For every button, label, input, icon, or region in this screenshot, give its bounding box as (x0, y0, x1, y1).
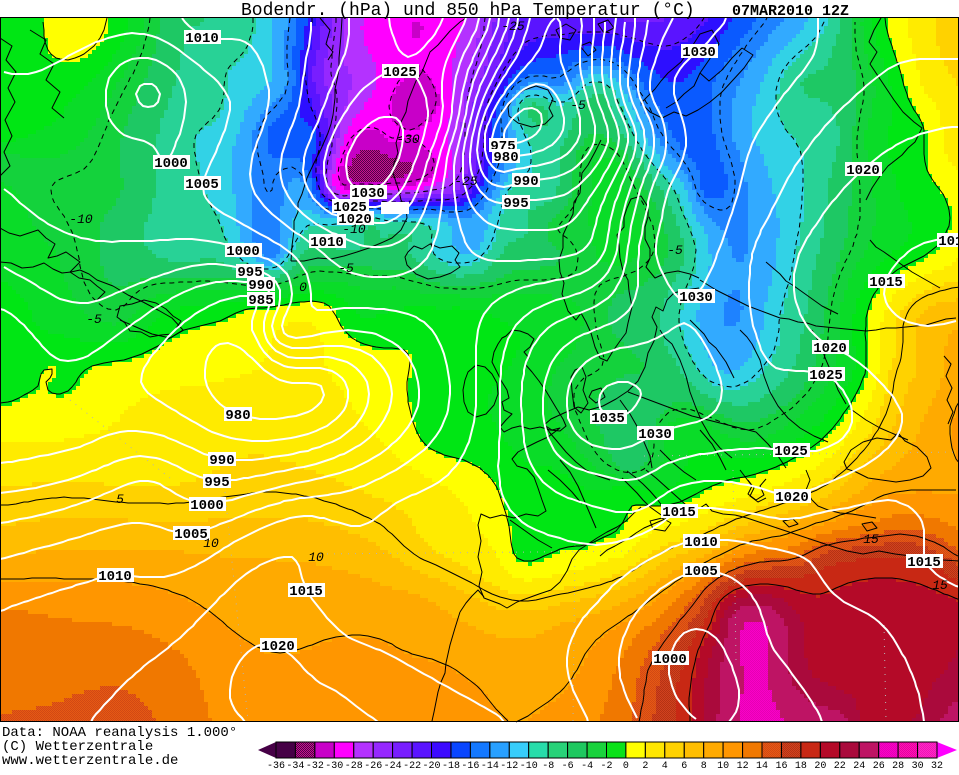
svg-text:1015: 1015 (289, 584, 323, 600)
svg-text:1010: 1010 (98, 569, 132, 585)
svg-text:5: 5 (116, 492, 124, 507)
svg-text:8: 8 (701, 761, 707, 770)
svg-text:-2: -2 (600, 761, 612, 770)
svg-text:10: 10 (308, 550, 324, 565)
svg-text:1020: 1020 (813, 341, 847, 357)
svg-text:1030: 1030 (682, 45, 716, 61)
svg-text:1010: 1010 (310, 235, 344, 251)
svg-text:Bodendr. (hPa) und 850 hPa Tem: Bodendr. (hPa) und 850 hPa Temperatur (°… (241, 1, 695, 21)
svg-text:1030: 1030 (638, 427, 672, 443)
svg-text:-26: -26 (364, 761, 382, 770)
svg-text:-5: -5 (667, 243, 683, 258)
svg-text:-10: -10 (520, 761, 538, 770)
svg-text:6: 6 (681, 761, 687, 770)
svg-text:07MAR2010 12Z: 07MAR2010 12Z (732, 3, 849, 20)
svg-text:28: 28 (892, 761, 904, 770)
svg-text:-30: -30 (396, 132, 420, 147)
svg-text:-32: -32 (306, 761, 324, 770)
svg-text:(C) Wetterzentrale: (C) Wetterzentrale (2, 739, 153, 755)
svg-text:-5: -5 (338, 261, 354, 276)
svg-text:-25: -25 (501, 19, 525, 34)
svg-text:1020: 1020 (846, 163, 880, 179)
svg-text:1000: 1000 (190, 498, 224, 514)
svg-text:-10: -10 (342, 222, 366, 237)
svg-text:18: 18 (795, 761, 807, 770)
svg-text:www.wetterzentrale.de: www.wetterzentrale.de (2, 753, 178, 769)
svg-text:990: 990 (209, 453, 234, 469)
svg-text:10: 10 (203, 536, 219, 551)
svg-text:1020: 1020 (775, 490, 809, 506)
svg-text:1005: 1005 (684, 564, 718, 580)
svg-text:Data: NOAA reanalysis 1.000°: Data: NOAA reanalysis 1.000° (2, 725, 237, 741)
svg-text:-36: -36 (267, 761, 285, 770)
svg-text:1025: 1025 (383, 65, 417, 81)
svg-text:-34: -34 (286, 761, 304, 770)
svg-text:32: 32 (931, 761, 943, 770)
svg-text:1020: 1020 (338, 212, 372, 228)
svg-text:1010: 1010 (185, 31, 219, 47)
svg-text:12: 12 (737, 761, 749, 770)
svg-text:1015: 1015 (907, 555, 941, 571)
svg-text:1015: 1015 (662, 505, 696, 521)
svg-text:4: 4 (662, 761, 668, 770)
svg-text:1025: 1025 (809, 368, 843, 384)
svg-text:2: 2 (642, 761, 648, 770)
svg-text:0: 0 (623, 761, 629, 770)
svg-text:1020: 1020 (261, 639, 295, 655)
svg-text:0: 0 (299, 280, 307, 295)
svg-text:-12: -12 (500, 761, 518, 770)
svg-text:-5: -5 (570, 98, 586, 113)
svg-text:-5: -5 (86, 312, 102, 327)
svg-text:990: 990 (513, 174, 538, 190)
svg-text:24: 24 (853, 761, 865, 770)
svg-text:22: 22 (834, 761, 846, 770)
svg-text:26: 26 (873, 761, 885, 770)
svg-text:1015: 1015 (938, 234, 959, 250)
svg-text:-10: -10 (69, 212, 93, 227)
svg-text:1000: 1000 (653, 652, 687, 668)
svg-text:995: 995 (503, 196, 528, 212)
svg-text:980: 980 (493, 150, 518, 166)
svg-text:1025: 1025 (774, 444, 808, 460)
svg-text:1005: 1005 (185, 177, 219, 193)
svg-text:-6: -6 (562, 761, 574, 770)
svg-text:-20: -20 (422, 761, 440, 770)
svg-text:1030: 1030 (679, 290, 713, 306)
svg-text:-14: -14 (481, 761, 499, 770)
svg-text:-8: -8 (542, 761, 554, 770)
svg-text:990: 990 (248, 278, 273, 294)
svg-text:14: 14 (756, 761, 768, 770)
svg-text:985: 985 (248, 293, 273, 309)
svg-text:-28: -28 (345, 761, 363, 770)
svg-text:15: 15 (863, 532, 879, 547)
svg-text:1005: 1005 (174, 527, 208, 543)
svg-text:1010: 1010 (684, 535, 718, 551)
svg-text:30: 30 (912, 761, 924, 770)
svg-text:980: 980 (225, 408, 250, 424)
svg-text:15: 15 (932, 578, 948, 593)
svg-text:-16: -16 (461, 761, 479, 770)
svg-text:-18: -18 (442, 761, 460, 770)
svg-text:1000: 1000 (154, 156, 188, 172)
svg-text:-24: -24 (384, 761, 402, 770)
svg-text:-30: -30 (325, 761, 343, 770)
svg-text:16: 16 (775, 761, 787, 770)
svg-text:1030: 1030 (351, 186, 385, 202)
svg-text:20: 20 (814, 761, 826, 770)
svg-text:1035: 1035 (591, 411, 625, 427)
svg-text:-4: -4 (581, 761, 593, 770)
svg-text:1000: 1000 (226, 244, 260, 260)
svg-text:995: 995 (204, 475, 229, 491)
svg-text:1015: 1015 (869, 275, 903, 291)
svg-text:10: 10 (717, 761, 729, 770)
svg-text:-25: -25 (454, 174, 478, 189)
svg-text:-22: -22 (403, 761, 421, 770)
